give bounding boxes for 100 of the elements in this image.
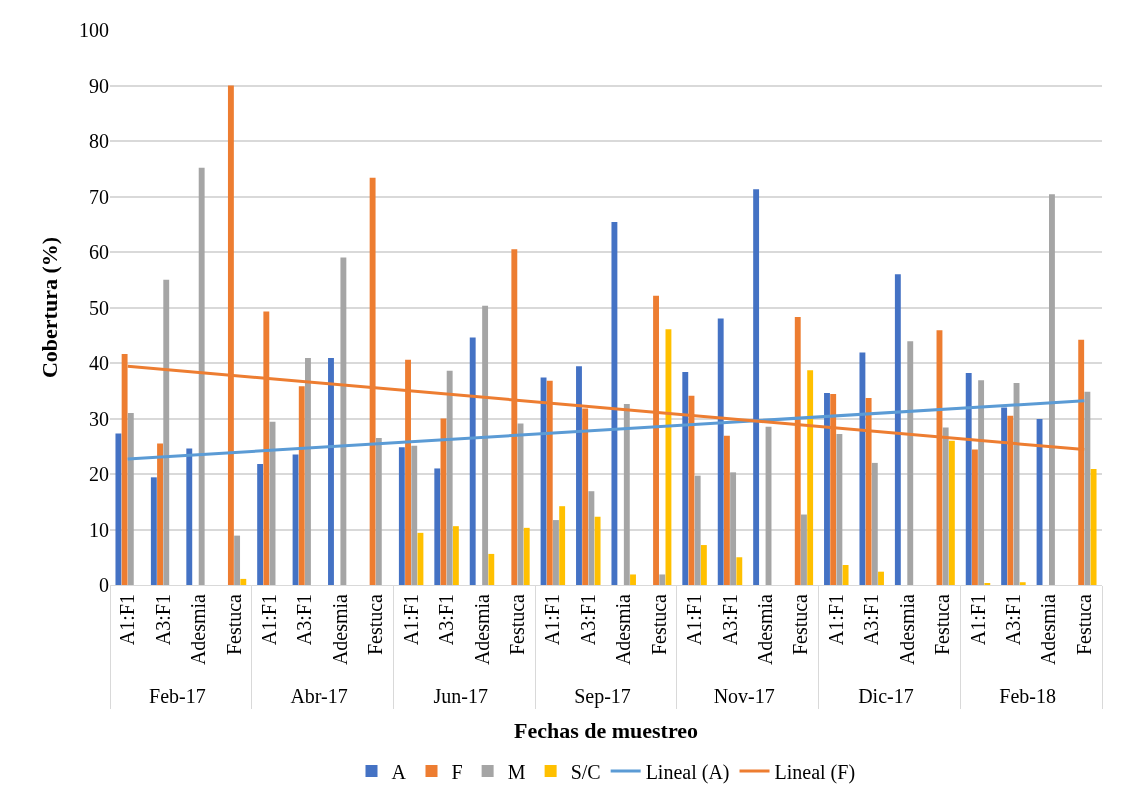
bar <box>186 448 193 585</box>
bar <box>482 305 489 585</box>
bar <box>730 472 737 585</box>
y-tick-label: 10 <box>89 518 109 541</box>
bar <box>553 520 559 585</box>
y-tick-label: 70 <box>89 185 109 208</box>
bar <box>446 370 453 585</box>
bar <box>157 443 163 585</box>
text: Feb-17 <box>149 685 206 708</box>
x-tick-label: Adesmia <box>328 593 351 666</box>
x-tick-label: A1:F1 <box>116 594 139 646</box>
bar <box>340 257 347 585</box>
x-tick-label: A3:F1 <box>435 594 458 646</box>
bar <box>717 318 724 585</box>
x-tick-label: A3:F1 <box>293 594 316 646</box>
x-tick-label: Festuca <box>931 593 954 656</box>
bar <box>942 427 949 585</box>
y-tick-label: 50 <box>89 296 109 319</box>
legend-label: Lineal (A) <box>645 760 730 784</box>
bar <box>611 222 618 585</box>
bar <box>836 434 843 585</box>
x-tick-label: A3:F1 <box>1001 594 1024 646</box>
bar <box>594 516 601 585</box>
bar <box>948 440 955 585</box>
y-tick-label: 90 <box>89 74 109 97</box>
legend-label: S/C <box>570 760 601 783</box>
bar <box>1019 582 1026 585</box>
bar <box>523 527 530 585</box>
x-tick-label: Festuca <box>647 593 670 656</box>
bar <box>801 514 807 585</box>
bar <box>965 372 972 585</box>
bar <box>700 545 707 585</box>
bar <box>859 352 866 585</box>
bar <box>198 167 205 585</box>
bar <box>234 535 241 585</box>
x-tick-label: A1:F1 <box>683 594 706 646</box>
bar <box>298 386 305 585</box>
bar <box>807 370 814 585</box>
x-tick-label: A1:F1 <box>257 594 280 646</box>
x-tick-label: Festuca <box>364 593 387 656</box>
legend-label: Lineal (F) <box>774 760 856 784</box>
bar <box>682 371 689 585</box>
bar <box>753 189 760 585</box>
bar <box>411 445 418 585</box>
bar <box>978 380 985 585</box>
bar <box>1049 194 1055 585</box>
bar <box>559 506 566 585</box>
x-tick-label: Adesmia <box>753 593 776 666</box>
bar <box>623 404 630 585</box>
text: Nov-17 <box>713 685 775 708</box>
y-tick-label: 60 <box>89 241 109 263</box>
legend-label: F <box>451 760 463 783</box>
bar <box>452 526 459 585</box>
x-tick-label: A1:F1 <box>399 594 422 646</box>
bar <box>736 557 743 585</box>
legend-label: A <box>391 760 407 783</box>
x-tick-label: Festuca <box>505 593 528 656</box>
legend-label: M <box>507 760 526 783</box>
bar <box>257 464 264 585</box>
bar <box>576 366 582 585</box>
bar <box>150 477 157 585</box>
text: Dic-17 <box>858 685 914 708</box>
x-tick-label: A3:F1 <box>860 594 883 646</box>
bar <box>469 337 476 585</box>
bar <box>659 574 666 585</box>
y-tick-label: 40 <box>89 352 109 374</box>
x-tick-label: Adesmia <box>895 593 918 666</box>
bar <box>540 377 547 585</box>
bar <box>292 454 299 585</box>
x-tick-label: A1:F1 <box>824 594 847 646</box>
y-tick-label: 20 <box>89 463 109 485</box>
x-axis-title: Fechas de muestreo <box>513 718 699 744</box>
y-axis-title: Cobertura (%) <box>36 236 62 379</box>
text: Jun-17 <box>433 685 489 708</box>
bar <box>240 578 247 585</box>
x-tick-label: A1:F1 <box>541 594 564 646</box>
bar <box>630 574 636 585</box>
y-tick-label: 30 <box>89 407 109 430</box>
bar <box>1090 469 1097 585</box>
x-tick-label: A3:F1 <box>576 594 599 646</box>
y-tick-label: 80 <box>89 130 109 152</box>
bar <box>871 462 878 585</box>
bar <box>878 571 884 585</box>
x-tick-label: Adesmia <box>470 593 493 666</box>
bar <box>842 565 849 585</box>
text: Sep-17 <box>574 685 631 709</box>
bar <box>398 447 405 585</box>
bar <box>971 449 978 585</box>
y-tick-label: 100 <box>79 19 109 41</box>
x-tick-label: A1:F1 <box>966 594 989 646</box>
bar <box>1084 391 1091 585</box>
bar <box>723 435 730 585</box>
bar <box>434 468 441 585</box>
bar <box>1001 407 1008 585</box>
bar <box>328 358 334 585</box>
x-tick-label: Adesmia <box>612 593 635 666</box>
bar <box>375 437 382 585</box>
bar <box>127 412 134 585</box>
y-tick-label: 0 <box>99 574 109 596</box>
x-tick-label: A3:F1 <box>718 594 741 646</box>
